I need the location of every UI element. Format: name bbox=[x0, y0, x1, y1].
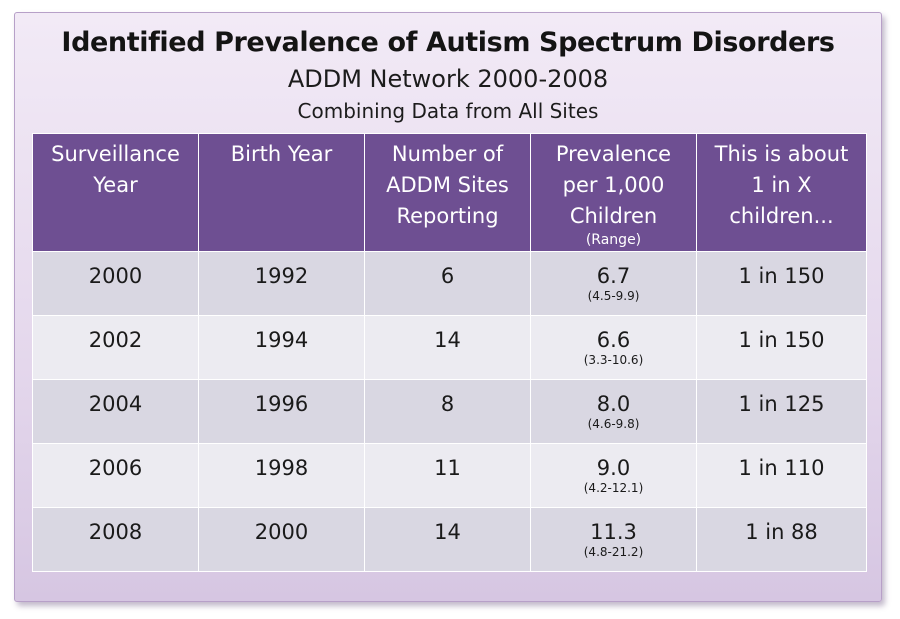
prevalence-range: (4.2-12.1) bbox=[583, 481, 644, 495]
cell-one-in-x: 1 in 150 bbox=[696, 251, 867, 316]
column-header-line: Reporting bbox=[396, 204, 499, 228]
cell-surveillance-year: 2006 bbox=[32, 443, 199, 508]
column-header-line: 1 in X bbox=[751, 173, 812, 197]
column-header-line: Number of bbox=[391, 142, 504, 166]
column-header-line: children... bbox=[729, 204, 834, 228]
prevalence-value: 9.0 bbox=[596, 456, 631, 480]
cell-sites-reporting: 14 bbox=[364, 507, 531, 572]
cell-prevalence: 11.3 (4.8-21.2) bbox=[530, 507, 697, 572]
column-header-line: Children bbox=[569, 204, 658, 228]
cell-sites-reporting: 11 bbox=[364, 443, 531, 508]
column-header-line: per 1,000 bbox=[562, 173, 665, 197]
header-prevalence: Prevalence per 1,000 Children (Range) bbox=[530, 133, 697, 252]
cell-one-in-x: 1 in 150 bbox=[696, 315, 867, 380]
table-subtitle-secondary: Combining Data from All Sites bbox=[297, 99, 599, 123]
prevalence-range: (4.6-9.8) bbox=[587, 417, 640, 431]
header-birth-year: Birth Year bbox=[198, 133, 365, 252]
table-row: 2002 1994 14 6.6 (3.3-10.6) 1 in 150 bbox=[32, 315, 867, 380]
cell-one-in-x: 1 in 110 bbox=[696, 443, 867, 508]
cell-birth-year: 1994 bbox=[198, 315, 365, 380]
cell-birth-year: 1998 bbox=[198, 443, 365, 508]
cell-sites-reporting: 6 bbox=[364, 251, 531, 316]
header-sites-reporting: Number of ADDM Sites Reporting bbox=[364, 133, 531, 252]
cell-birth-year: 1992 bbox=[198, 251, 365, 316]
table-row: 2000 1992 6 6.7 (4.5-9.9) 1 in 150 bbox=[32, 251, 867, 316]
column-header-line: This is about bbox=[714, 142, 849, 166]
table-row: 2004 1996 8 8.0 (4.6-9.8) 1 in 125 bbox=[32, 379, 867, 444]
cell-surveillance-year: 2008 bbox=[32, 507, 199, 572]
column-header-line: Prevalence bbox=[555, 142, 672, 166]
prevalence-value: 11.3 bbox=[590, 520, 637, 544]
table-body: 2000 1992 6 6.7 (4.5-9.9) 1 in 150 2002 1994 14 6… bbox=[32, 251, 867, 572]
cell-one-in-x: 1 in 88 bbox=[696, 507, 867, 572]
prevalence-range: (4.5-9.9) bbox=[587, 289, 640, 303]
column-header-line: Surveillance bbox=[51, 142, 180, 166]
column-header-line: ADDM Sites bbox=[386, 173, 509, 197]
cell-surveillance-year: 2000 bbox=[32, 251, 199, 316]
column-header-line: Birth Year bbox=[230, 142, 333, 166]
prevalence-value: 8.0 bbox=[596, 392, 631, 416]
prevalence-table-card: Identified Prevalence of Autism Spectrum… bbox=[14, 12, 882, 602]
cell-prevalence: 6.6 (3.3-10.6) bbox=[530, 315, 697, 380]
table-title: Identified Prevalence of Autism Spectrum… bbox=[61, 27, 835, 58]
table-subtitle: ADDM Network 2000-2008 bbox=[287, 65, 609, 93]
column-header-line: Year bbox=[93, 173, 138, 197]
column-header-note: (Range) bbox=[585, 232, 642, 248]
table-row: 2008 2000 14 11.3 (4.8-21.2) 1 in 88 bbox=[32, 507, 867, 572]
cell-prevalence: 9.0 (4.2-12.1) bbox=[530, 443, 697, 508]
prevalence-table: Surveillance Year Birth Year Number of ADDM … bbox=[32, 133, 867, 572]
table-header-row: Surveillance Year Birth Year Number of ADDM … bbox=[32, 133, 867, 252]
cell-prevalence: 6.7 (4.5-9.9) bbox=[530, 251, 697, 316]
header-one-in-x: This is about 1 in X children... bbox=[696, 133, 867, 252]
header-surveillance-year: Surveillance Year bbox=[32, 133, 199, 252]
cell-surveillance-year: 2002 bbox=[32, 315, 199, 380]
cell-one-in-x: 1 in 125 bbox=[696, 379, 867, 444]
cell-birth-year: 1996 bbox=[198, 379, 365, 444]
cell-surveillance-year: 2004 bbox=[32, 379, 199, 444]
prevalence-range: (3.3-10.6) bbox=[583, 353, 644, 367]
cell-sites-reporting: 14 bbox=[364, 315, 531, 380]
cell-birth-year: 2000 bbox=[198, 507, 365, 572]
cell-sites-reporting: 8 bbox=[364, 379, 531, 444]
cell-prevalence: 8.0 (4.6-9.8) bbox=[530, 379, 697, 444]
table-row: 2006 1998 11 9.0 (4.2-12.1) 1 in 110 bbox=[32, 443, 867, 508]
prevalence-range: (4.8-21.2) bbox=[583, 545, 644, 559]
prevalence-value: 6.6 bbox=[596, 328, 631, 352]
prevalence-value: 6.7 bbox=[596, 264, 631, 288]
